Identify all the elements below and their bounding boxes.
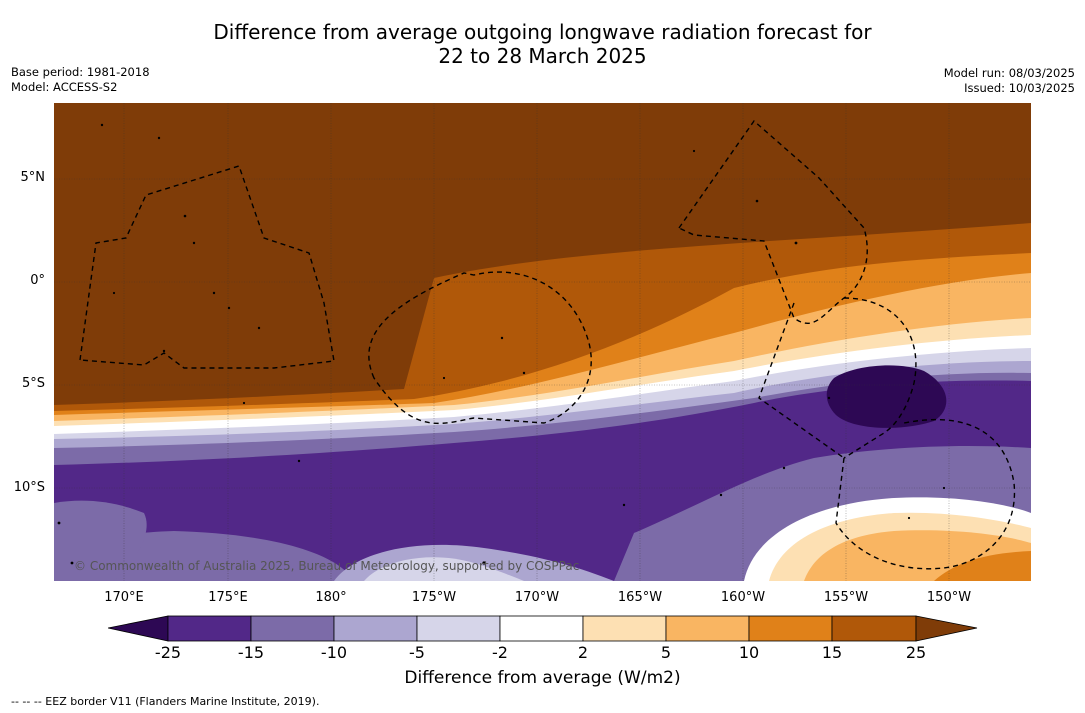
lat-label-equator: 0° — [30, 273, 45, 288]
eez-cook-north — [835, 418, 1016, 570]
band-minus25-minus15 — [54, 380, 1031, 581]
colorbar-swatch-5 — [499, 615, 584, 642]
cbar-tick-15: 15 — [821, 643, 843, 662]
lon-label-170e: 170°E — [104, 590, 144, 605]
lat-label-10s: 10°S — [13, 480, 45, 495]
cbar-tick-minus10: -10 — [320, 643, 348, 662]
cbar-tick-minus5: -5 — [409, 643, 425, 662]
lon-label-180: 180° — [315, 590, 347, 605]
lon-label-170w: 170°W — [514, 590, 560, 605]
lon-label-160w: 160°W — [720, 590, 766, 605]
base-period: Base period: 1981-2018 — [11, 65, 150, 79]
cbar-tick-minus15: -15 — [237, 643, 265, 662]
colorbar-label: Difference from average (W/m2) — [404, 668, 681, 688]
eez-line-south — [843, 297, 917, 459]
lower-left-patch — [54, 500, 147, 581]
lon-label-165w: 165°W — [617, 590, 663, 605]
colorbar-swatch-9 — [831, 615, 917, 642]
title-line-2: 22 to 28 March 2025 — [438, 44, 647, 68]
lower-light-patch — [364, 557, 524, 581]
model-run: Model run: 08/03/2025 — [943, 66, 1075, 80]
cbar-tick-25: 25 — [905, 643, 927, 662]
colorbar-swatch-1 — [167, 615, 252, 642]
colorbar-swatch-7 — [665, 615, 750, 642]
cbar-tick-5: 5 — [660, 643, 672, 662]
colorbar-swatch-8 — [748, 615, 833, 642]
colorbar-swatch-4 — [416, 615, 501, 642]
olr-anomaly-map: © Commonwealth of Australia 2025, Bureau… — [54, 103, 1031, 581]
lat-label-5s: 5°S — [21, 376, 45, 391]
lon-label-150w: 150°W — [926, 590, 972, 605]
eez-borders — [79, 119, 1016, 570]
lon-label-155w: 155°W — [823, 590, 869, 605]
map-title: Difference from average outgoing longwav… — [0, 20, 1085, 68]
eez-footnote: -- -- -- EEZ border V11 (Flanders Marine… — [11, 695, 320, 708]
colorbar-swatch-3 — [333, 615, 418, 642]
lon-label-175e: 175°E — [208, 590, 248, 605]
core-minimum — [826, 365, 947, 428]
colorbar-swatch-2 — [250, 615, 335, 642]
island-specks — [57, 123, 946, 565]
colorbar-over-triangle — [915, 615, 978, 642]
lat-label-5n: 5°N — [20, 170, 46, 185]
cbar-tick-10: 10 — [738, 643, 760, 662]
copyright-text: © Commonwealth of Australia 2025, Bureau… — [74, 559, 579, 573]
colorbar — [108, 615, 978, 642]
colorbar-under-triangle — [108, 615, 169, 642]
eez-kiribati-gilbert — [79, 165, 335, 369]
cbar-tick-2: 2 — [577, 643, 589, 662]
issued-date: Issued: 10/03/2025 — [964, 81, 1075, 95]
eez-tokelau-phoenix — [368, 271, 592, 425]
eez-diagonal — [758, 302, 845, 459]
se-dark-orange-band — [934, 551, 1031, 581]
cbar-tick-minus25: -25 — [154, 643, 182, 662]
lon-label-175w: 175°W — [411, 590, 457, 605]
base-info: Base period: 1981-2018 Model: ACCESS-S2 — [11, 65, 150, 95]
model-name: Model: ACCESS-S2 — [11, 80, 118, 94]
title-line-1: Difference from average outgoing longwav… — [213, 20, 872, 44]
colorbar-swatch-6 — [582, 615, 667, 642]
cbar-tick-minus2: -2 — [492, 643, 508, 662]
run-info: Model run: 08/03/2025 Issued: 10/03/2025 — [944, 66, 1075, 96]
